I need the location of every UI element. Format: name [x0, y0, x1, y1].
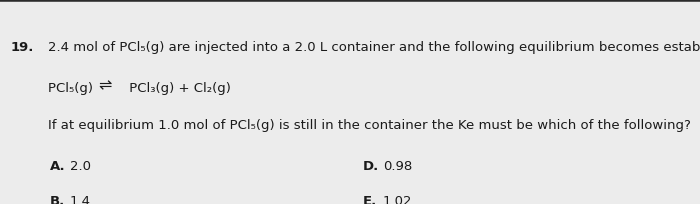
Text: 0.98: 0.98 [383, 159, 412, 172]
Text: 2.4 mol of PCl₅(g) are injected into a 2.0 L container and the following equilib: 2.4 mol of PCl₅(g) are injected into a 2… [48, 41, 700, 54]
Text: E.: E. [363, 194, 377, 204]
Text: ⇌: ⇌ [99, 78, 112, 92]
Text: D.: D. [363, 159, 379, 172]
Text: PCl₅(g): PCl₅(g) [48, 82, 97, 94]
Text: If at equilibrium 1.0 mol of PCl₅(g) is still in the container the Ke must be wh: If at equilibrium 1.0 mol of PCl₅(g) is … [48, 118, 690, 131]
Text: 1.02: 1.02 [383, 194, 412, 204]
Text: 2.0: 2.0 [70, 159, 91, 172]
Text: 1.4: 1.4 [70, 194, 91, 204]
Text: B.: B. [50, 194, 65, 204]
Text: PCl₃(g) + Cl₂(g): PCl₃(g) + Cl₂(g) [125, 82, 231, 94]
Text: 19.: 19. [10, 41, 34, 54]
Text: A.: A. [50, 159, 65, 172]
